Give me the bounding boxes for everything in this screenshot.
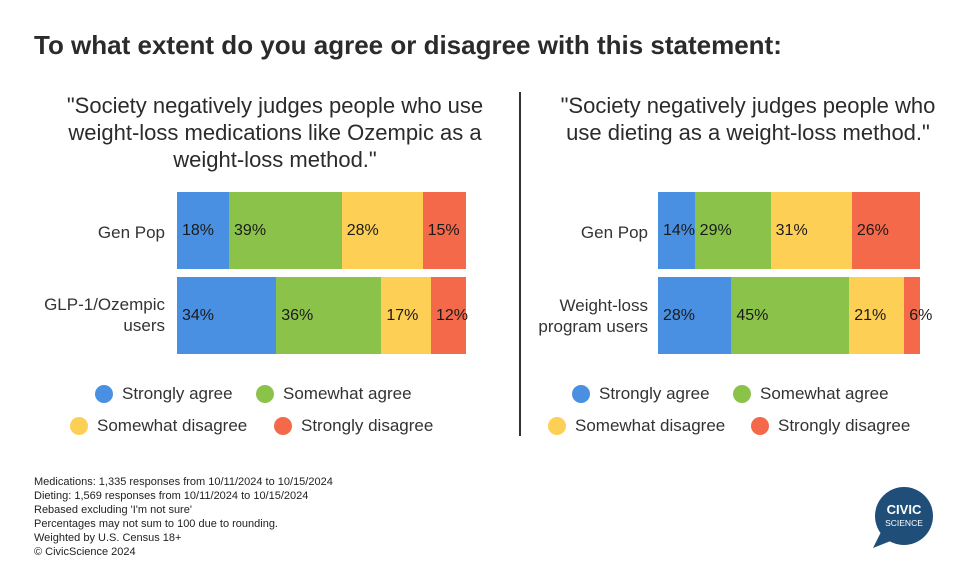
legend-item: Somewhat agree bbox=[256, 384, 412, 404]
logo-text: CIVIC bbox=[887, 502, 922, 517]
legend-label: Somewhat agree bbox=[760, 384, 889, 403]
legend-label: Somewhat disagree bbox=[97, 416, 248, 435]
legend-swatch bbox=[256, 385, 274, 403]
segment-somewhat-agree: 45% bbox=[731, 277, 850, 354]
data-label: 28% bbox=[346, 221, 379, 239]
segment-strongly-agree: 28% bbox=[658, 277, 732, 354]
legend-item: Somewhat disagree bbox=[70, 416, 247, 436]
legend-label: Somewhat agree bbox=[283, 384, 412, 403]
data-label: 31% bbox=[775, 221, 808, 239]
legend-swatch bbox=[751, 417, 769, 435]
legend-swatch bbox=[572, 385, 590, 403]
legend-item: Strongly agree bbox=[95, 384, 233, 404]
legend-label: Strongly agree bbox=[599, 384, 710, 403]
logo-text: SCIENCE bbox=[885, 518, 923, 528]
legend-swatch bbox=[274, 417, 292, 435]
chart-panel-dieting: "Society negatively judges people who us… bbox=[483, 0, 963, 581]
data-label: 39% bbox=[234, 221, 267, 239]
chart-subtitle: "Society negatively judges people who us… bbox=[560, 93, 936, 145]
data-label: 36% bbox=[281, 306, 314, 324]
legend-label: Somewhat disagree bbox=[575, 416, 726, 435]
row-label: Gen Pop bbox=[97, 223, 165, 242]
legend-label: Strongly disagree bbox=[778, 416, 911, 435]
row-label: GLP-1/Ozempic users bbox=[44, 295, 165, 335]
segment-somewhat-disagree: 21% bbox=[849, 277, 905, 354]
chart-subtitle: "Society negatively judges people who us… bbox=[66, 93, 484, 172]
legend-swatch bbox=[733, 385, 751, 403]
data-label: 14% bbox=[663, 221, 696, 239]
data-label: 29% bbox=[699, 221, 732, 239]
legend-item: Somewhat disagree bbox=[548, 416, 725, 436]
segment-somewhat-agree: 39% bbox=[229, 192, 342, 269]
panel-divider bbox=[519, 92, 521, 436]
segment-strongly-agree: 14% bbox=[658, 192, 695, 269]
data-label: 28% bbox=[663, 306, 696, 324]
legend-item: Strongly agree bbox=[572, 384, 710, 404]
stacked-bar: 18% 39% 28% 15% bbox=[177, 192, 466, 269]
legend-item: Somewhat agree bbox=[733, 384, 889, 404]
data-label: 12% bbox=[435, 306, 468, 324]
data-label: 26% bbox=[856, 221, 889, 239]
chart-panel-medications: "Society negatively judges people who us… bbox=[0, 0, 483, 581]
footnote: Medications: 1,335 responses from 10/11/… bbox=[34, 476, 333, 488]
footnote: Percentages may not sum to 100 due to ro… bbox=[34, 518, 278, 530]
footnote: Dieting: 1,569 responses from 10/11/2024… bbox=[34, 490, 309, 502]
segment-strongly-disagree: 6% bbox=[904, 277, 932, 354]
legend-label: Strongly agree bbox=[122, 384, 233, 403]
segment-somewhat-agree: 36% bbox=[276, 277, 382, 354]
stacked-bar: 34% 36% 17% 12% bbox=[177, 277, 468, 354]
row-label: Weight-loss program users bbox=[538, 296, 648, 336]
data-label: 17% bbox=[386, 306, 419, 324]
segment-strongly-disagree: 26% bbox=[851, 192, 920, 269]
data-label: 21% bbox=[854, 306, 887, 324]
chart-main-title: To what extent do you agree or disagree … bbox=[34, 30, 782, 60]
segment-somewhat-agree: 29% bbox=[694, 192, 771, 269]
legend-swatch bbox=[548, 417, 566, 435]
segment-somewhat-disagree: 31% bbox=[770, 192, 852, 269]
legend-label: Strongly disagree bbox=[301, 416, 434, 435]
footnote: Rebased excluding 'I'm not sure' bbox=[34, 504, 192, 516]
legend-swatch bbox=[95, 385, 113, 403]
legend-swatch bbox=[70, 417, 88, 435]
footnotes: Medications: 1,335 responses from 10/11/… bbox=[34, 475, 333, 559]
segment-somewhat-disagree: 17% bbox=[381, 277, 431, 354]
footnote: © CivicScience 2024 bbox=[34, 546, 136, 558]
segment-somewhat-disagree: 28% bbox=[341, 192, 423, 269]
footnote: Weighted by U.S. Census 18+ bbox=[34, 532, 182, 544]
data-label: 45% bbox=[736, 306, 769, 324]
segment-strongly-agree: 34% bbox=[177, 277, 277, 354]
stacked-bar: 14% 29% 31% 26% bbox=[658, 192, 920, 269]
data-label: 34% bbox=[182, 306, 215, 324]
stacked-bar: 28% 45% 21% 6% bbox=[658, 277, 932, 354]
legend-item: Strongly disagree bbox=[751, 416, 910, 436]
civicscience-logo: CIVIC SCIENCE bbox=[873, 487, 933, 548]
row-label: Gen Pop bbox=[580, 223, 648, 242]
data-label: 6% bbox=[909, 306, 933, 324]
segment-strongly-agree: 18% bbox=[177, 192, 230, 269]
data-label: 15% bbox=[427, 221, 460, 239]
segment-strongly-disagree: 15% bbox=[422, 192, 466, 269]
segment-strongly-disagree: 12% bbox=[430, 277, 468, 354]
legend-item: Strongly disagree bbox=[274, 416, 433, 436]
data-label: 18% bbox=[182, 221, 215, 239]
